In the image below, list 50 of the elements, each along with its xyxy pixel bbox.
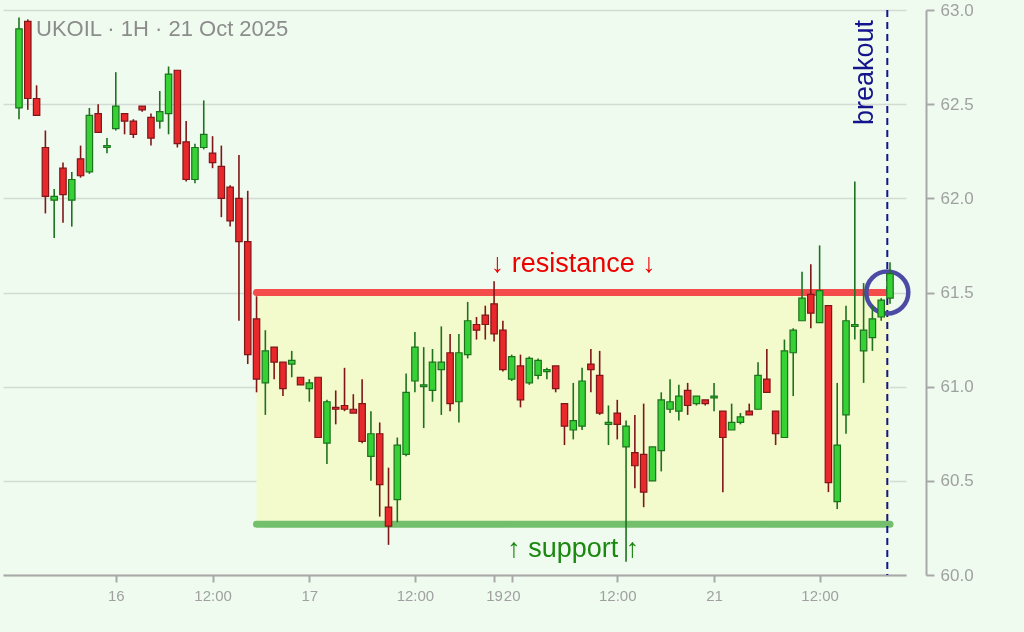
candlestick [560, 402, 569, 446]
candlestick [807, 263, 815, 330]
y-tick-label: 62.5 [940, 94, 974, 114]
candlestick [763, 348, 771, 394]
series-label: ↑ support ↑ [507, 533, 640, 564]
candlestick [111, 71, 120, 132]
y-tick-label: 63.0 [940, 0, 974, 20]
candlestick [76, 144, 85, 179]
candlestick [604, 404, 613, 446]
candlestick [50, 188, 58, 239]
y-tick-label: 60.0 [940, 565, 974, 585]
candlestick [587, 348, 595, 394]
x-tick-label: 20 [503, 586, 521, 604]
candlestick [129, 118, 138, 139]
candlestick [208, 135, 217, 169]
candlestick [798, 270, 806, 322]
y-tick-label: 62.0 [940, 188, 974, 208]
annotation: breakout [849, 19, 879, 126]
chart-title: UKOIL · 1H · 21 Oct 2025 [36, 16, 289, 41]
y-tick-label: 61.5 [940, 283, 974, 302]
candlestick [367, 410, 375, 482]
x-tick-label: 19 [486, 586, 503, 604]
candlestick [147, 112, 155, 147]
candlestick [868, 304, 877, 352]
candlestick [859, 282, 868, 384]
x-tick-label: 12:00 [598, 586, 637, 604]
candlestick [287, 350, 296, 379]
candlestick [305, 378, 314, 403]
candlestick [683, 382, 692, 416]
candlestick [727, 402, 736, 431]
candlestick [622, 419, 630, 563]
candlestick [94, 103, 102, 134]
y-tick-label: 61.0 [940, 377, 974, 397]
candlestick [710, 382, 718, 412]
candlestick [120, 112, 129, 136]
x-tick-label: 16 [107, 586, 125, 604]
x-tick-label: 21 [706, 586, 723, 604]
x-tick-label: 12:00 [801, 586, 839, 604]
x-tick-label: 12:00 [194, 586, 232, 604]
x-tick-label: 17 [301, 586, 319, 604]
candlestick [613, 399, 622, 441]
x-tick-label: 12:00 [396, 586, 435, 604]
series-label: ↓ resistance ↓ [490, 247, 656, 278]
candlestick [67, 171, 76, 228]
candlestick [384, 466, 393, 546]
candlestick [877, 297, 886, 322]
candlestick [551, 365, 560, 394]
candlestick [507, 353, 516, 382]
y-tick-label: 60.5 [940, 471, 974, 491]
candlestick [103, 137, 111, 154]
